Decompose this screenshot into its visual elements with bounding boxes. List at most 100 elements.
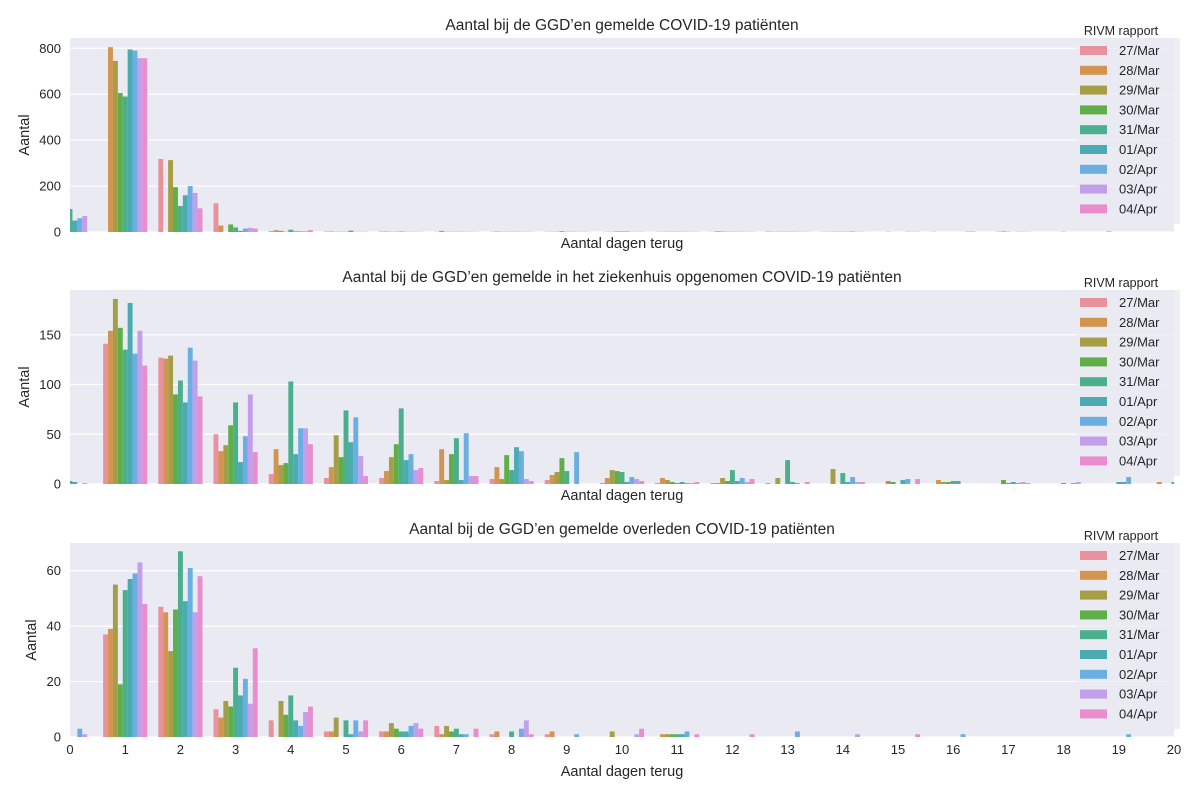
bar-27-mar-day-6 bbox=[379, 478, 385, 484]
bar-30-mar-day-3 bbox=[228, 224, 234, 232]
x-tick-label: 14 bbox=[836, 742, 850, 757]
chart-title: Aantal bij de GGD’en gemelde in het ziek… bbox=[342, 269, 901, 286]
legend-entry: 01/Apr bbox=[1119, 394, 1158, 409]
legend-swatch bbox=[1080, 416, 1107, 426]
bar-02-apr-day-1 bbox=[132, 573, 138, 737]
bar-01-apr-day-0 bbox=[72, 482, 78, 484]
x-tick-label: 5 bbox=[342, 742, 349, 757]
bar-02-apr-day-12 bbox=[739, 478, 745, 484]
legend-entry: 28/Mar bbox=[1119, 315, 1160, 330]
bar-01-apr-day-1 bbox=[127, 49, 133, 232]
bar-03-apr-day-2 bbox=[192, 612, 198, 737]
bar-31-mar-day-4 bbox=[288, 381, 294, 484]
bar-27-mar-day-2 bbox=[158, 158, 164, 232]
bar-02-apr-day-4 bbox=[298, 428, 304, 484]
bar-31-mar-day-19 bbox=[1116, 482, 1122, 484]
legend-entry: 31/Mar bbox=[1119, 374, 1160, 389]
bar-01-apr-day-3 bbox=[238, 695, 243, 737]
legend-swatch bbox=[1080, 298, 1107, 307]
bar-29-mar-day-12 bbox=[720, 478, 726, 484]
x-tick-label: 4 bbox=[287, 742, 294, 757]
legend-swatch bbox=[1080, 65, 1107, 75]
bar-02-apr-day-14 bbox=[850, 477, 856, 484]
legend: RIVM rapport 27/Mar 28/Mar 29/Mar 30/Mar 31/M… bbox=[1076, 276, 1180, 476]
y-tick-label: 50 bbox=[47, 427, 61, 442]
x-tick-label: 6 bbox=[398, 742, 405, 757]
bar-04-apr-day-2 bbox=[197, 208, 203, 232]
bar-27-mar-day-9 bbox=[544, 734, 550, 737]
bar-04-apr-day-7 bbox=[473, 476, 479, 484]
bar-01-apr-day-17 bbox=[1010, 482, 1016, 484]
legend-swatch bbox=[1080, 570, 1107, 580]
legend-entry: 27/Mar bbox=[1119, 295, 1160, 310]
bar-02-apr-day-13 bbox=[794, 731, 800, 737]
x-tick-label: 18 bbox=[1056, 742, 1070, 757]
bar-28-mar-day-7 bbox=[439, 449, 445, 484]
bar-01-apr-day-11 bbox=[679, 734, 685, 737]
bar-28-mar-day-1 bbox=[108, 330, 113, 484]
bar-01-apr-day-1 bbox=[127, 302, 133, 484]
bar-01-apr-day-4 bbox=[293, 231, 299, 232]
legend-title: RIVM rapport bbox=[1084, 529, 1159, 543]
bar-30-mar-day-16 bbox=[945, 482, 951, 484]
bar-28-mar-day-6 bbox=[384, 471, 389, 484]
bar-27-mar-day-4 bbox=[268, 231, 274, 232]
bar-02-apr-day-1 bbox=[132, 353, 138, 484]
y-axis-label: Aantal bbox=[24, 619, 40, 660]
bar-02-apr-day-7 bbox=[463, 433, 469, 484]
legend-swatch bbox=[1080, 436, 1107, 446]
legend-swatch bbox=[1080, 650, 1107, 659]
bar-28-mar-day-11 bbox=[660, 478, 665, 484]
bar-02-apr-day-3 bbox=[242, 436, 248, 484]
bar-04-apr-day-1 bbox=[142, 603, 148, 737]
bar-02-apr-day-15 bbox=[905, 479, 911, 484]
bar-29-mar-day-5 bbox=[333, 435, 339, 484]
bar-27-mar-day-3 bbox=[213, 709, 219, 737]
bar-27-mar-day-4 bbox=[268, 720, 274, 737]
bar-27-mar-day-7 bbox=[434, 481, 440, 484]
bar-02-apr-day-2 bbox=[187, 186, 193, 232]
bar-31-mar-day-13 bbox=[785, 460, 791, 484]
x-tick-label: 16 bbox=[946, 742, 960, 757]
bar-31-mar-day-2 bbox=[177, 380, 183, 484]
bar-03-apr-day-0 bbox=[82, 483, 88, 484]
bar-03-apr-day-5 bbox=[358, 731, 364, 737]
bar-02-apr-day-18 bbox=[1070, 483, 1076, 484]
bar-02-apr-day-2 bbox=[187, 567, 193, 737]
bar-31-mar-day-16 bbox=[950, 481, 956, 484]
bar-04-apr-day-15 bbox=[915, 479, 921, 484]
bar-01-apr-day-7 bbox=[458, 734, 464, 737]
x-tick-label: 12 bbox=[725, 742, 739, 757]
bar-27-mar-day-5 bbox=[323, 478, 329, 484]
bar-31-mar-day-1 bbox=[122, 349, 128, 484]
bar-29-mar-day-14 bbox=[830, 469, 836, 484]
bar-30-mar-day-4 bbox=[283, 463, 289, 484]
bar-27-mar-day-8 bbox=[489, 479, 495, 484]
bar-28-mar-day-3 bbox=[218, 225, 224, 232]
bar-28-mar-day-3 bbox=[218, 717, 224, 737]
bar-28-mar-day-8 bbox=[494, 731, 500, 737]
bar-31-mar-day-20 bbox=[1171, 482, 1174, 484]
bar-01-apr-day-11 bbox=[679, 482, 685, 484]
bar-30-mar-day-3 bbox=[228, 706, 234, 737]
bar-04-apr-day-7 bbox=[473, 728, 479, 737]
plot-area bbox=[70, 290, 1174, 484]
bar-01-apr-day-5 bbox=[348, 734, 354, 737]
bar-01-apr-day-16 bbox=[955, 481, 961, 484]
bar-27-mar-day-4 bbox=[268, 474, 274, 484]
bar-29-mar-day-10 bbox=[609, 470, 615, 484]
bar-01-apr-day-3 bbox=[238, 462, 243, 484]
bar-04-apr-day-1 bbox=[142, 365, 148, 484]
bar-29-mar-day-2 bbox=[168, 160, 174, 232]
chart-panel-1: 0 200 400 600 800 Aantal bij de GGD’en gemeld… bbox=[17, 17, 1180, 252]
bar-27-mar-day-12 bbox=[710, 483, 716, 484]
bar-04-apr-day-17 bbox=[1025, 483, 1031, 484]
x-tick-label: 15 bbox=[891, 742, 905, 757]
y-axis-label: Aantal bbox=[17, 114, 33, 155]
bar-02-apr-day-0 bbox=[77, 728, 83, 737]
legend-swatch bbox=[1080, 456, 1107, 466]
legend-entry: 01/Apr bbox=[1119, 647, 1158, 662]
bar-27-mar-day-2 bbox=[158, 357, 164, 484]
bar-31-mar-day-14 bbox=[840, 473, 846, 484]
legend-entry: 28/Mar bbox=[1119, 568, 1160, 583]
